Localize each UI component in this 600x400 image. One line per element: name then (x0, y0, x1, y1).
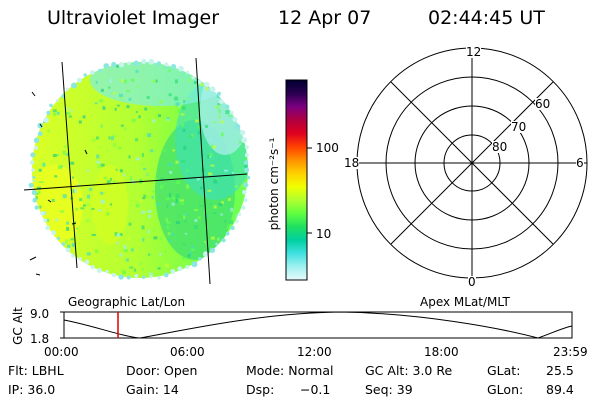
auroral-image (32, 62, 248, 278)
colorbar (285, 79, 312, 281)
ip-info: IP: 36.0 (8, 382, 56, 397)
orbit-xtick-2359: 23:59 (553, 345, 588, 359)
seq-info: Seq: 39 (365, 382, 413, 397)
orbit-ytick-high: 9.0 (30, 307, 50, 321)
mode-info: Mode: Normal (246, 363, 334, 378)
dsp-label: Dsp: (246, 382, 275, 397)
gain-info: Gain: 14 (126, 382, 179, 397)
mlt-label-12: 12 (466, 45, 482, 59)
orbit-xtick-0600: 06:00 (170, 345, 205, 359)
orbit-xtick-0000: 00:00 (44, 345, 79, 359)
geographic-grid (23, 57, 248, 285)
orbit-xtick-1800: 18:00 (424, 345, 459, 359)
image-time: 02:44:45 UT (428, 7, 545, 29)
colorbar-scale (285, 79, 308, 281)
mlt-label-18: 18 (344, 156, 360, 170)
door-info: Door: Open (126, 363, 198, 378)
orbit-plot (60, 311, 573, 339)
orbit-altitude-curve (63, 311, 573, 339)
glon-label: GLon: (487, 382, 524, 397)
mlat-label-60: 60 (535, 97, 551, 111)
mlat-label-80: 80 (492, 140, 508, 154)
glat-label: GLat: (487, 363, 521, 378)
polar-plot (356, 47, 588, 279)
orbit-ylabel: GC Alt (11, 307, 25, 345)
orbit-xtick-1200: 12:00 (297, 345, 332, 359)
gc-alt-info: GC Alt: 3.0 Re (365, 363, 453, 378)
colorbar-tick-label-100: 100 (316, 141, 339, 155)
app-title: Ultraviolet Imager (47, 7, 220, 29)
mlt-label-0: 0 (468, 275, 476, 289)
glat-value: 25.5 (546, 363, 574, 378)
dsp-value: −0.1 (300, 382, 331, 397)
colorbar-unit-label: photon cm⁻²s⁻¹ (267, 137, 281, 231)
geographic-panel-label: Geographic Lat/Lon (68, 295, 186, 309)
polar-panel-label: Apex MLat/MLT (420, 295, 510, 309)
filter-info: Flt: LBHL (8, 363, 64, 378)
glon-value: 89.4 (546, 382, 574, 397)
mlt-label-6: 6 (576, 156, 584, 170)
image-date: 12 Apr 07 (278, 7, 372, 29)
orbit-ytick-low: 1.8 (30, 332, 50, 346)
mlat-label-70: 70 (511, 120, 527, 134)
colorbar-tick-label-10: 10 (316, 227, 332, 241)
orbit-plot-frame (63, 311, 573, 339)
